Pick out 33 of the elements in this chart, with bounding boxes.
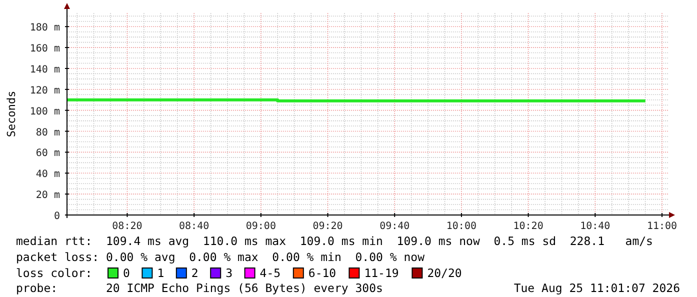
y-tick-label: 120 m — [30, 85, 60, 96]
x-tick-label: 09:00 — [246, 221, 276, 232]
x-tick-label: 10:00 — [446, 221, 477, 232]
y-tick-label: 180 m — [30, 22, 60, 34]
y-tick-label: 0 — [54, 211, 60, 222]
legend-label: 2 — [191, 266, 198, 280]
text: packet loss: 0.00 % avg 0.00 % max 0.00 % min 0.00 % now — [16, 250, 425, 264]
x-tick-label: 09:20 — [312, 221, 343, 232]
y-tick-label: 140 m — [30, 64, 60, 76]
text: Tue Aug 25 11:01:07 2026 — [514, 281, 680, 295]
legend-label: 11-19 — [364, 266, 399, 280]
x-tick-label: 08:40 — [179, 221, 210, 232]
x-tick-label: 10:20 — [513, 221, 544, 232]
legend-label: 4-5 — [260, 266, 281, 280]
y-tick-label: 80 m — [36, 127, 60, 138]
legend-label: 3 — [226, 266, 233, 280]
text: probe: 20 ICMP Echo Pings (56 Bytes) every 300s — [16, 281, 383, 295]
legend-title: loss color: — [16, 266, 92, 280]
x-tick-label: 10:40 — [580, 221, 610, 232]
legend-label: 20/20 — [427, 266, 462, 280]
y-tick-label: 160 m — [30, 44, 60, 55]
x-tick-label: 11:00 — [646, 221, 678, 232]
legend-label: 6-10 — [308, 266, 336, 280]
text: median rtt: 109.4 ms avg 110.0 ms max 109.0 ms min 109.0 ms now 0.5 ms sd 228.1 am/s — [16, 234, 653, 248]
x-tick-label: 09:40 — [380, 221, 410, 232]
legend-label: 0 — [123, 266, 130, 280]
x-tick-label: 08:20 — [112, 221, 142, 232]
legend-label: 1 — [157, 266, 164, 280]
y-tick-label: 40 m — [36, 169, 60, 180]
y-axis-title: Seconds — [5, 90, 18, 138]
y-tick-label: 100 m — [30, 106, 60, 118]
y-tick-label: 60 m — [36, 148, 60, 160]
y-tick-label: 20 m — [36, 190, 60, 202]
